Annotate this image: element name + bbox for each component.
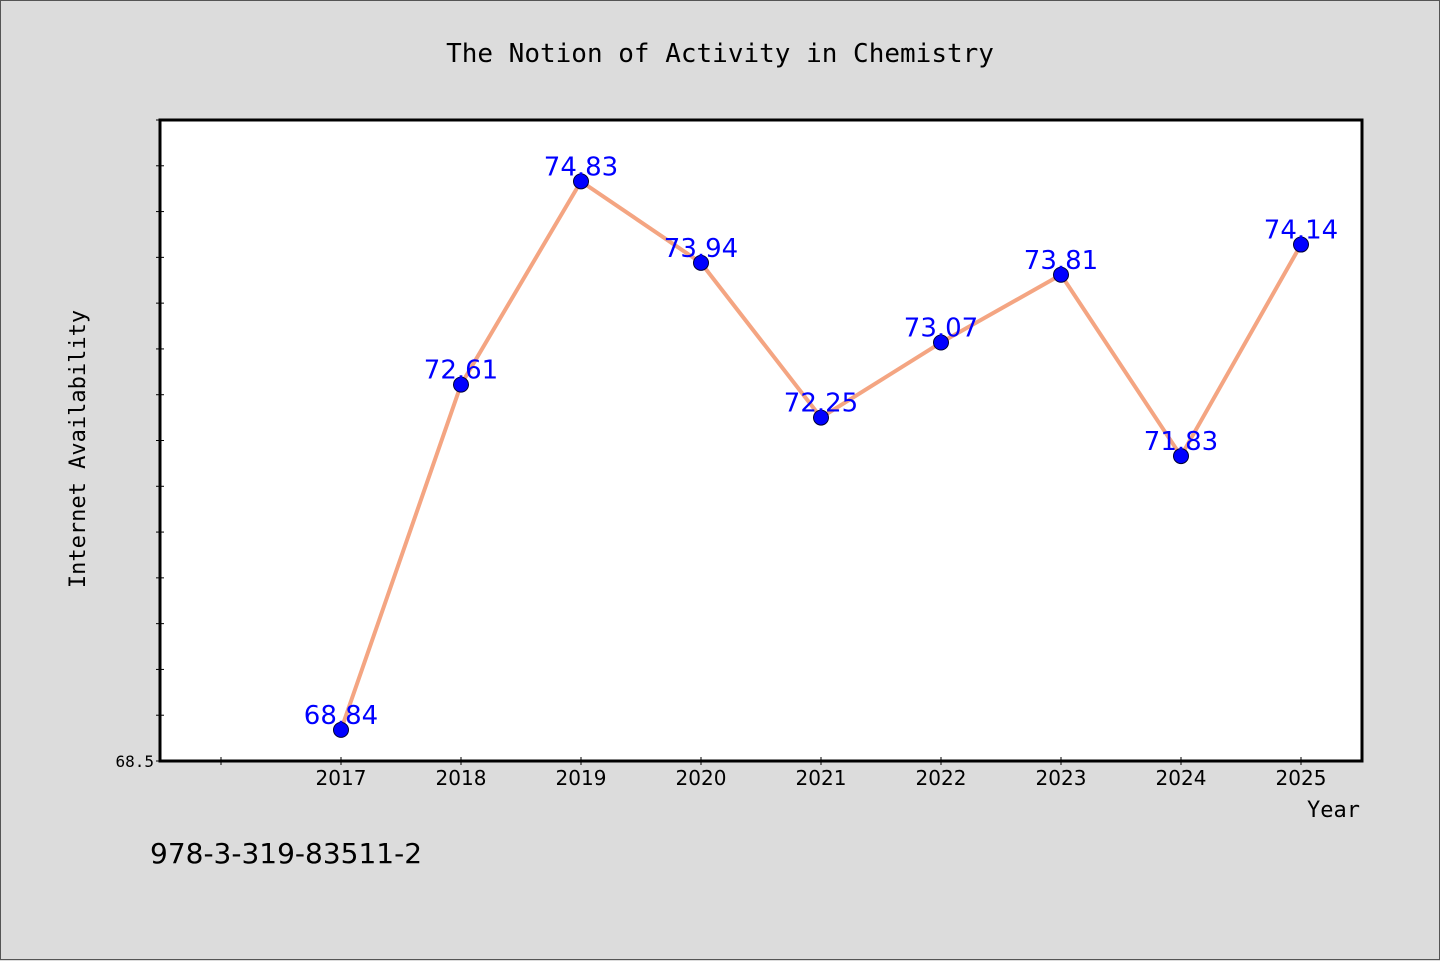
data-label: 72.25: [784, 389, 858, 419]
data-label: 73.81: [1024, 246, 1098, 276]
x-tick-label: 2022: [916, 766, 967, 790]
x-tick-label: 2019: [556, 766, 607, 790]
data-point: [1053, 266, 1069, 283]
data-point: [813, 409, 829, 426]
data-label: 73.94: [664, 234, 738, 264]
x-tick-label: 2018: [436, 766, 487, 790]
data-label: 74.14: [1264, 216, 1338, 246]
plot-area: [158, 118, 1364, 763]
data-labels: 68.84 72.61 74.83 73.94 72.25 73.07 73.81 71.83…: [304, 152, 1338, 731]
y-axis-label: Internet Availability: [66, 310, 91, 588]
data-point: [1293, 236, 1309, 253]
data-point: [933, 334, 949, 351]
x-axis-tick-labels: 2017 2018 2019 2020 2021 2022 2023 2024 2025: [316, 766, 1327, 790]
chart-title: The Notion of Activity in Chemistry: [446, 39, 994, 69]
data-point: [333, 721, 349, 738]
data-label: 74.83: [544, 152, 618, 182]
caption-text: 978-3-319-83511-2: [150, 837, 423, 870]
data-label: 71.83: [1144, 427, 1218, 457]
x-tick-label: 2025: [1276, 766, 1327, 790]
data-point: [573, 173, 589, 190]
data-point: [1173, 448, 1189, 465]
x-tick-label: 2024: [1156, 766, 1207, 790]
y-axis-ticks: [156, 119, 164, 762]
series-markers: [333, 173, 1309, 738]
x-tick-label: 2021: [796, 766, 847, 790]
x-tick-label: 2023: [1036, 766, 1087, 790]
data-point: [453, 376, 469, 393]
x-tick-label: 2017: [316, 766, 367, 790]
data-point: [693, 254, 709, 271]
data-label: 73.07: [904, 314, 978, 344]
x-tick-label: 2020: [676, 766, 727, 790]
y-tick-label: 68.5: [115, 752, 154, 771]
x-axis-label: Year: [1307, 798, 1360, 823]
x-axis-ticks: [220, 757, 1302, 765]
data-label: 68.84: [304, 701, 378, 731]
data-label: 72.61: [424, 356, 498, 386]
